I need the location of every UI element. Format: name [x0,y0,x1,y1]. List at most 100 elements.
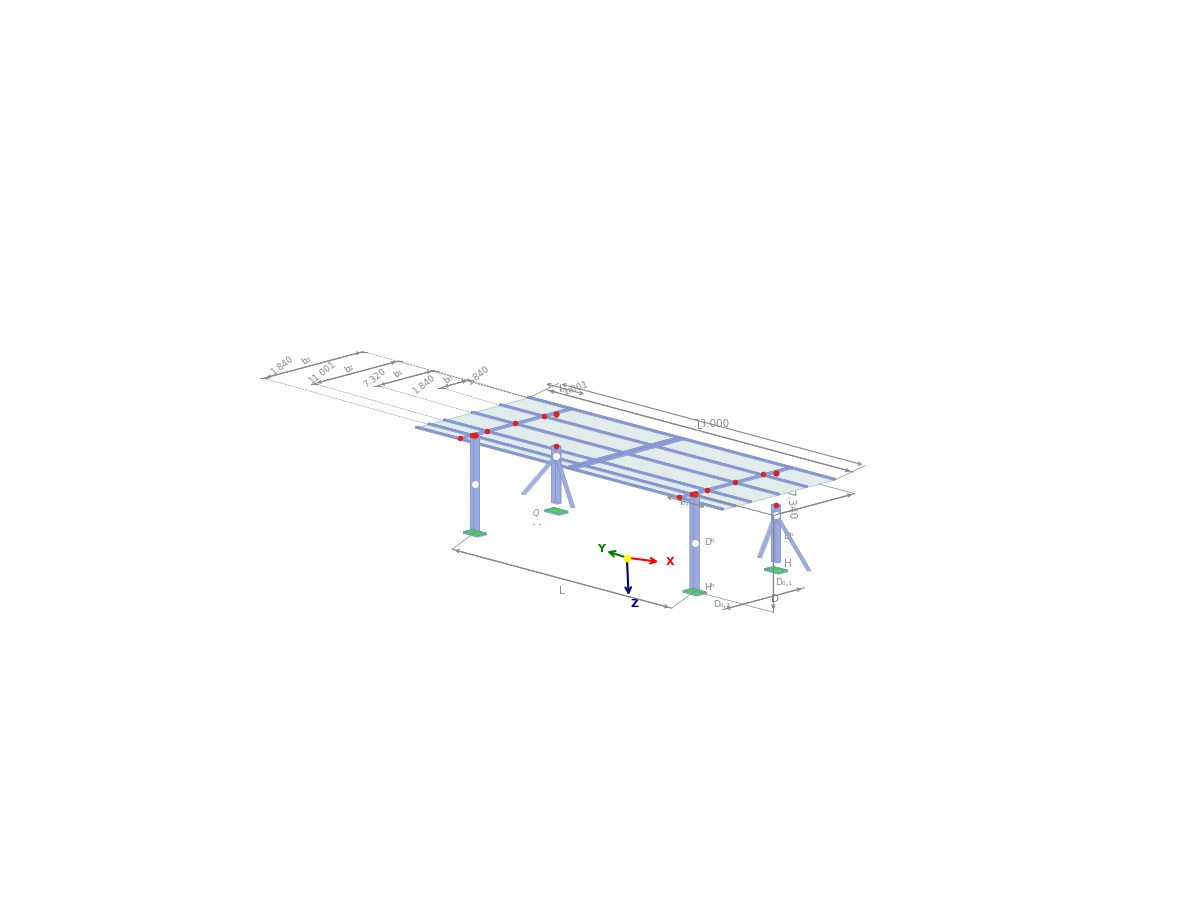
Polygon shape [552,445,556,503]
Polygon shape [443,418,445,421]
Text: Q
 - -: Q - - [530,509,541,528]
Polygon shape [570,408,574,410]
Point [462,428,481,442]
Polygon shape [721,508,724,510]
Polygon shape [470,434,474,532]
Point [767,465,786,480]
Polygon shape [750,501,751,503]
Text: Z: Z [630,599,638,609]
Polygon shape [428,423,430,425]
Text: Dᵇ: Dᵇ [784,532,794,541]
Text: 7.320: 7.320 [362,366,388,390]
Polygon shape [463,529,473,534]
Text: 11.001: 11.001 [308,359,338,385]
Polygon shape [415,427,418,428]
Polygon shape [428,423,736,506]
Polygon shape [678,466,790,498]
Polygon shape [692,588,707,594]
Polygon shape [458,437,461,440]
Polygon shape [559,511,568,516]
Polygon shape [557,446,562,504]
Point [767,508,786,522]
Point [767,498,786,512]
Polygon shape [570,437,682,469]
Text: H: H [784,559,792,569]
Text: X: X [666,557,674,567]
Polygon shape [461,409,574,440]
Point [670,490,689,504]
Text: l₀,₁: l₀,₁ [558,384,572,394]
Polygon shape [499,404,502,406]
Text: 1.840: 1.840 [466,364,492,387]
Polygon shape [690,493,700,496]
Text: D₀,₂: D₀,₂ [714,600,731,609]
Polygon shape [470,434,480,436]
Text: 13.000: 13.000 [694,419,730,429]
Polygon shape [443,418,751,501]
Polygon shape [779,570,787,574]
Polygon shape [552,445,562,447]
Polygon shape [529,396,835,480]
Text: L: L [559,586,565,596]
Polygon shape [566,466,569,469]
Polygon shape [522,455,558,495]
Point [534,409,553,423]
Polygon shape [430,423,736,507]
Text: 1.840: 1.840 [270,354,295,376]
Polygon shape [416,398,835,510]
Polygon shape [499,404,808,486]
Polygon shape [472,411,778,495]
Text: 1.001: 1.001 [563,380,590,397]
Polygon shape [570,437,685,468]
Polygon shape [683,588,707,594]
Polygon shape [527,396,835,479]
Point [617,551,636,565]
Text: Hᵇ: Hᵇ [704,583,715,592]
Polygon shape [415,427,721,510]
Polygon shape [566,436,678,468]
Polygon shape [690,494,696,592]
Polygon shape [521,455,559,495]
Polygon shape [476,436,480,534]
Polygon shape [834,478,835,481]
Polygon shape [566,436,680,467]
Polygon shape [570,468,572,470]
Text: D₀,₁: D₀,₁ [775,578,792,587]
Point [685,487,704,501]
Polygon shape [790,466,793,469]
Polygon shape [764,569,779,574]
Polygon shape [772,505,778,563]
Polygon shape [502,404,808,487]
Point [466,428,485,443]
Polygon shape [774,514,811,572]
Polygon shape [470,436,476,534]
Polygon shape [757,514,779,558]
Point [683,486,702,500]
Polygon shape [545,508,568,514]
Text: b₃: b₃ [300,354,313,367]
Text: Dᵇ: Dᵇ [704,538,715,547]
Text: Y: Y [598,544,605,554]
Polygon shape [775,504,781,562]
Polygon shape [690,493,694,591]
Point [754,467,773,482]
Polygon shape [678,497,680,499]
Polygon shape [527,396,529,398]
Point [478,423,497,437]
Polygon shape [472,411,780,494]
Polygon shape [772,504,775,562]
Text: 1.840: 1.840 [412,373,437,395]
Polygon shape [764,566,774,571]
Polygon shape [556,445,562,503]
Polygon shape [772,504,781,506]
Polygon shape [734,505,736,507]
Text: L: L [697,421,703,431]
Polygon shape [678,436,680,439]
Point [547,407,566,421]
Polygon shape [696,495,700,592]
Polygon shape [694,493,700,591]
Polygon shape [774,566,787,572]
Polygon shape [473,529,486,535]
Polygon shape [415,427,724,508]
Polygon shape [805,486,808,488]
